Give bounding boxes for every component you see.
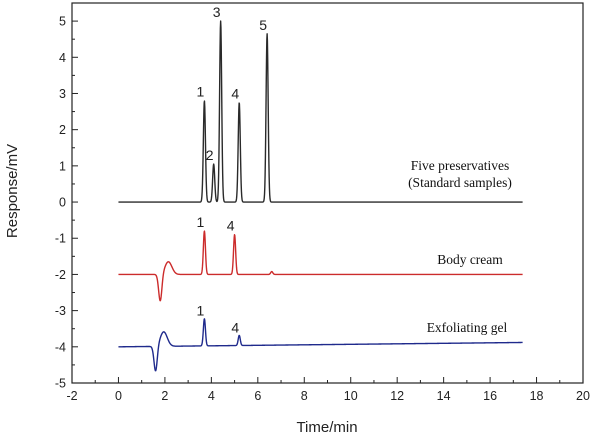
y-tick-label: 0 <box>59 196 66 210</box>
series-annotation: (Standard samples) <box>408 175 512 190</box>
x-axis-title: Time/min <box>296 419 357 436</box>
series-line-1 <box>118 20 524 203</box>
y-tick-label: 1 <box>59 159 66 173</box>
peak-label: 1 <box>196 303 204 319</box>
series-line-2 <box>118 230 524 302</box>
x-tick-label: 18 <box>530 389 544 403</box>
peak-label: 4 <box>227 218 235 234</box>
peak-label: 4 <box>231 86 239 102</box>
y-tick-label: -2 <box>55 268 66 282</box>
y-axis-title: Response/mV <box>4 144 21 238</box>
peak-label: 1 <box>196 214 204 230</box>
y-tick-label: -1 <box>55 232 66 246</box>
x-tick-label: 6 <box>254 389 261 403</box>
series-lines <box>118 20 524 372</box>
x-tick-label: 2 <box>161 389 168 403</box>
x-tick-label: 12 <box>390 389 404 403</box>
y-tick-label: 5 <box>59 15 66 29</box>
peak-label: 1 <box>196 84 204 100</box>
peak-label: 5 <box>259 17 267 33</box>
peak-label: 3 <box>213 4 221 20</box>
y-tick-label: -3 <box>55 304 66 318</box>
series-annotation: Five preservatives <box>411 158 510 173</box>
x-tick-label: 8 <box>301 389 308 403</box>
x-tick-label: 16 <box>483 389 497 403</box>
x-tick-label: 4 <box>208 389 215 403</box>
y-tick-label: 2 <box>59 123 66 137</box>
peak-labels: 1 2 3 4 5 1 4 1 4 <box>196 4 267 336</box>
series-annotations: Five preservatives (Standard samples) Body… <box>408 158 512 335</box>
x-tick-label: 14 <box>437 389 451 403</box>
series-annotation: Body cream <box>437 252 503 267</box>
x-tick-label: 10 <box>344 389 358 403</box>
y-tick-label: 4 <box>59 51 66 65</box>
peak-label: 2 <box>206 147 214 163</box>
y-tick-label: -4 <box>55 340 66 354</box>
y-tick-label: 3 <box>59 87 66 101</box>
series-line-3 <box>118 318 524 372</box>
x-tick-label: 0 <box>115 389 122 403</box>
x-tick-label: -2 <box>66 389 77 403</box>
peak-label: 4 <box>231 320 239 336</box>
x-tick-label: 20 <box>576 389 590 403</box>
y-tick-label: -5 <box>55 377 66 391</box>
series-annotation: Exfoliating gel <box>427 320 508 335</box>
